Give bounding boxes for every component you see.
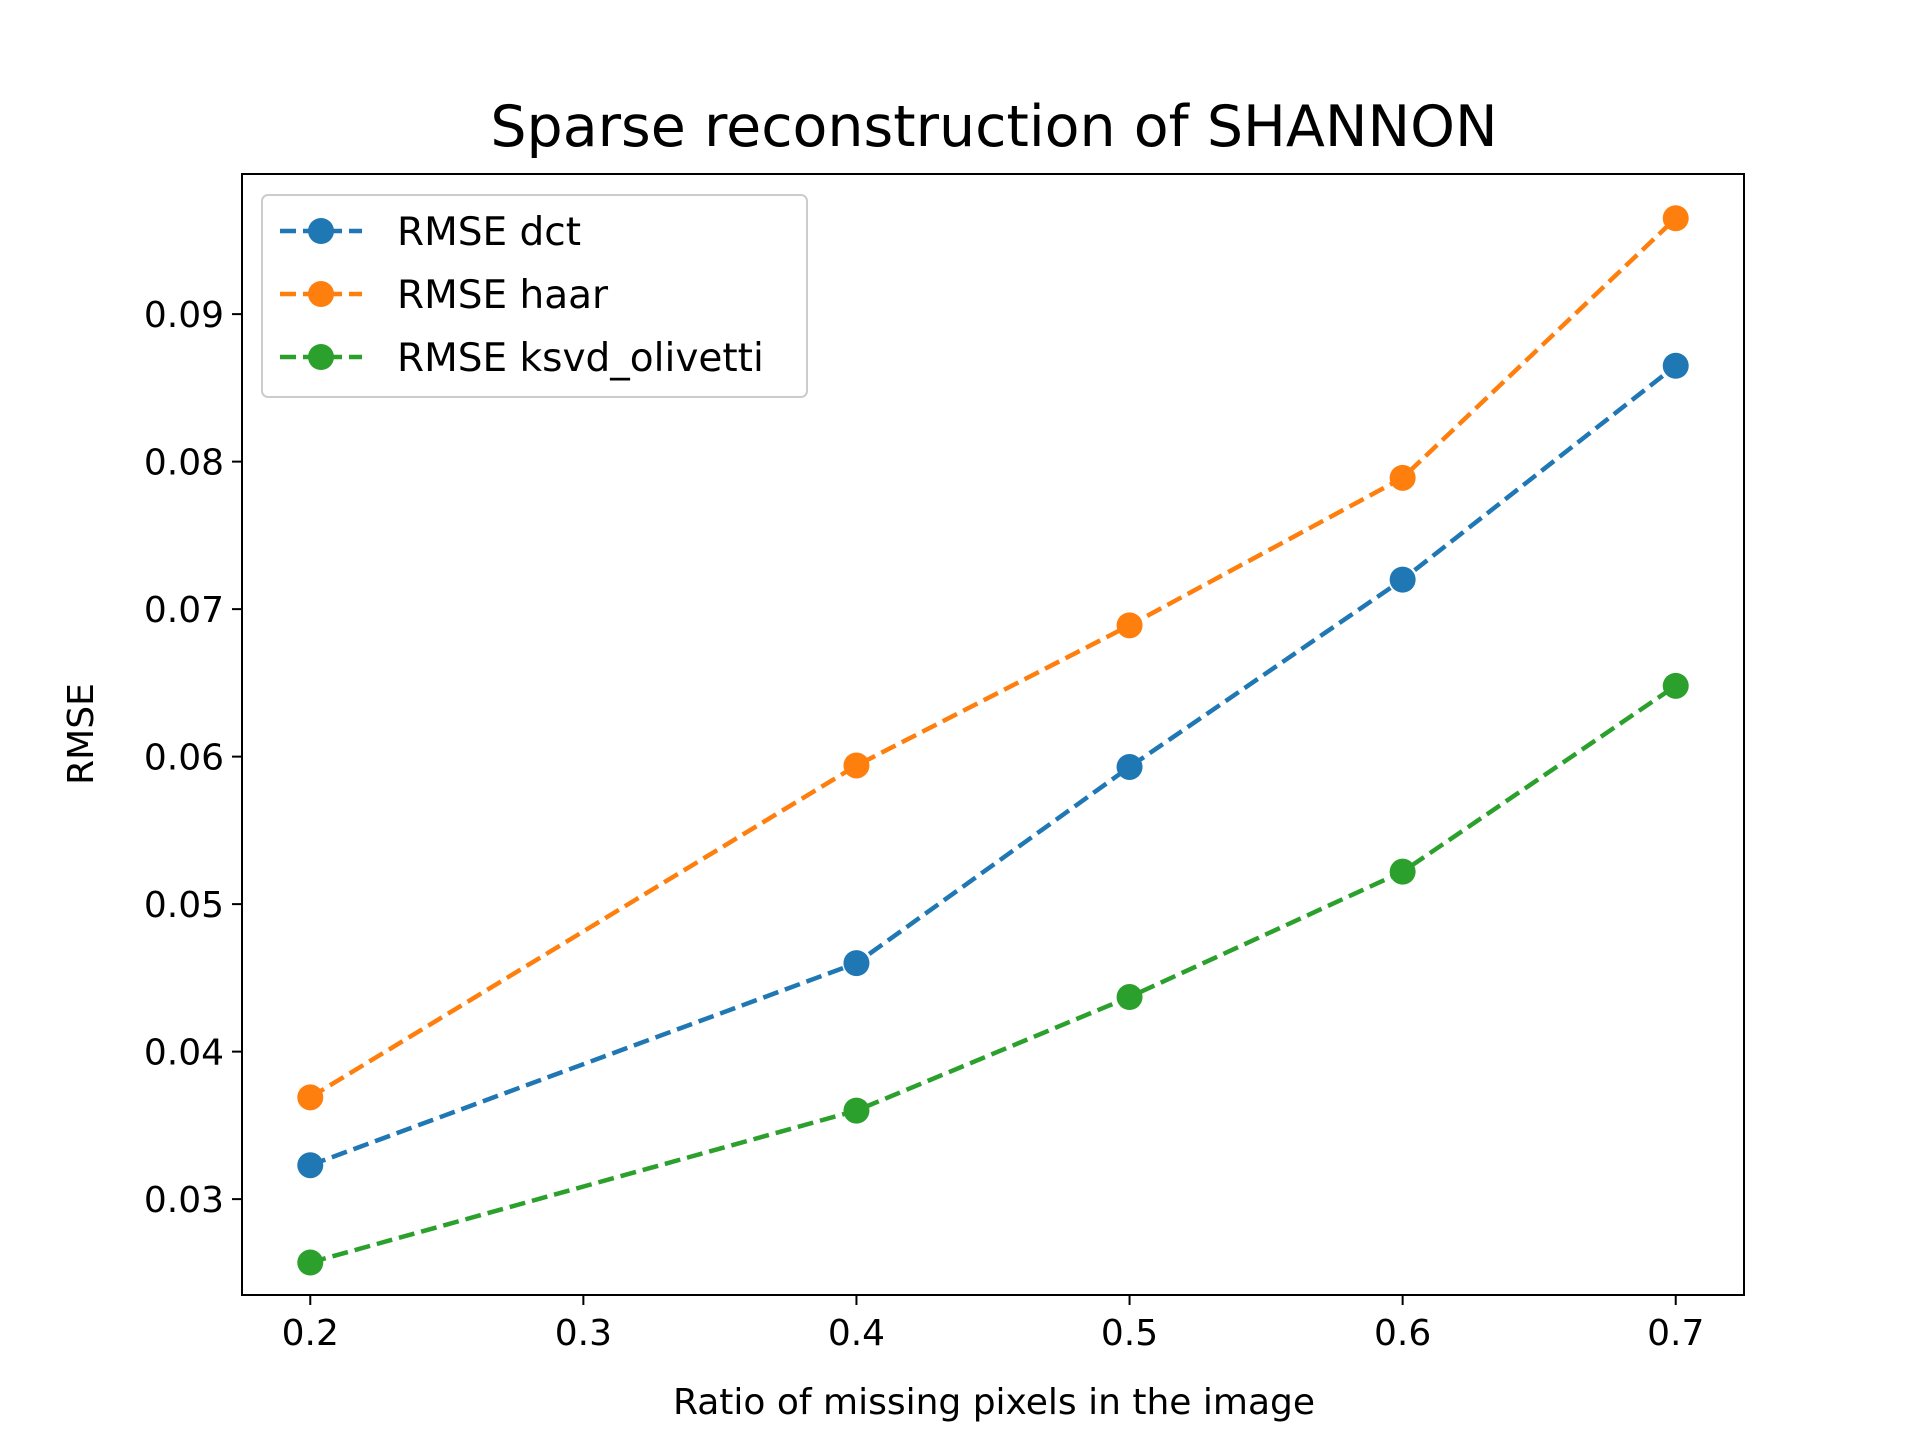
- x-axis: 0.2 0.3 0.4 0.5 0.6 0.7: [282, 1295, 1704, 1354]
- legend-item: RMSE ksvd_olivetti: [280, 336, 764, 381]
- data-point: [843, 1097, 870, 1124]
- chart-title: Sparse reconstruction of SHANNON: [490, 94, 1497, 160]
- data-point: [1116, 612, 1143, 639]
- y-tick-label: 0.03: [144, 1180, 224, 1221]
- series-line: [309, 364, 1678, 1168]
- x-tick-label: 0.4: [828, 1313, 885, 1354]
- data-point: [1662, 205, 1689, 232]
- y-tick-label: 0.04: [144, 1033, 224, 1074]
- y-tick-label: 0.06: [144, 738, 224, 779]
- legend-item: RMSE haar: [280, 273, 609, 318]
- x-tick-label: 0.2: [282, 1313, 339, 1354]
- x-tick-label: 0.3: [555, 1313, 612, 1354]
- data-point: [1116, 753, 1143, 780]
- y-tick-label: 0.09: [144, 295, 224, 336]
- data-point: [297, 1152, 324, 1179]
- data-point: [843, 950, 870, 977]
- y-axis: 0.03 0.04 0.05 0.06 0.07 0.08 0.09: [144, 295, 242, 1221]
- x-tick-label: 0.5: [1101, 1313, 1158, 1354]
- y-axis-label: RMSE: [61, 683, 102, 785]
- x-tick-label: 0.7: [1647, 1313, 1704, 1354]
- legend-marker: [308, 344, 334, 370]
- series-layer: [297, 205, 1689, 1276]
- legend-label: RMSE haar: [397, 273, 609, 318]
- plot-frame: [241, 173, 1745, 1296]
- data-point: [1662, 352, 1689, 379]
- data-point: [1662, 672, 1689, 699]
- data-point: [297, 1249, 324, 1276]
- legend-item: RMSE dct: [280, 210, 581, 255]
- legend-marker: [308, 218, 334, 244]
- y-tick-label: 0.07: [144, 590, 224, 631]
- series-0: [297, 352, 1689, 1179]
- series-2: [297, 672, 1689, 1276]
- data-point: [1116, 984, 1143, 1011]
- data-point: [1389, 858, 1416, 885]
- x-axis-label: Ratio of missing pixels in the image: [673, 1382, 1315, 1423]
- y-tick-label: 0.05: [144, 885, 224, 926]
- x-tick-label: 0.6: [1374, 1313, 1431, 1354]
- data-point: [1389, 464, 1416, 491]
- legend-label: RMSE ksvd_olivetti: [397, 336, 764, 381]
- legend: RMSE dct RMSE haar RMSE ksvd_olivetti: [261, 194, 808, 398]
- data-point: [297, 1084, 324, 1111]
- legend-marker: [308, 281, 334, 307]
- data-point: [843, 752, 870, 779]
- y-tick-label: 0.08: [144, 443, 224, 484]
- legend-label: RMSE dct: [397, 210, 581, 255]
- legend-box: [261, 194, 808, 398]
- series-1: [297, 205, 1689, 1111]
- data-point: [1389, 566, 1416, 593]
